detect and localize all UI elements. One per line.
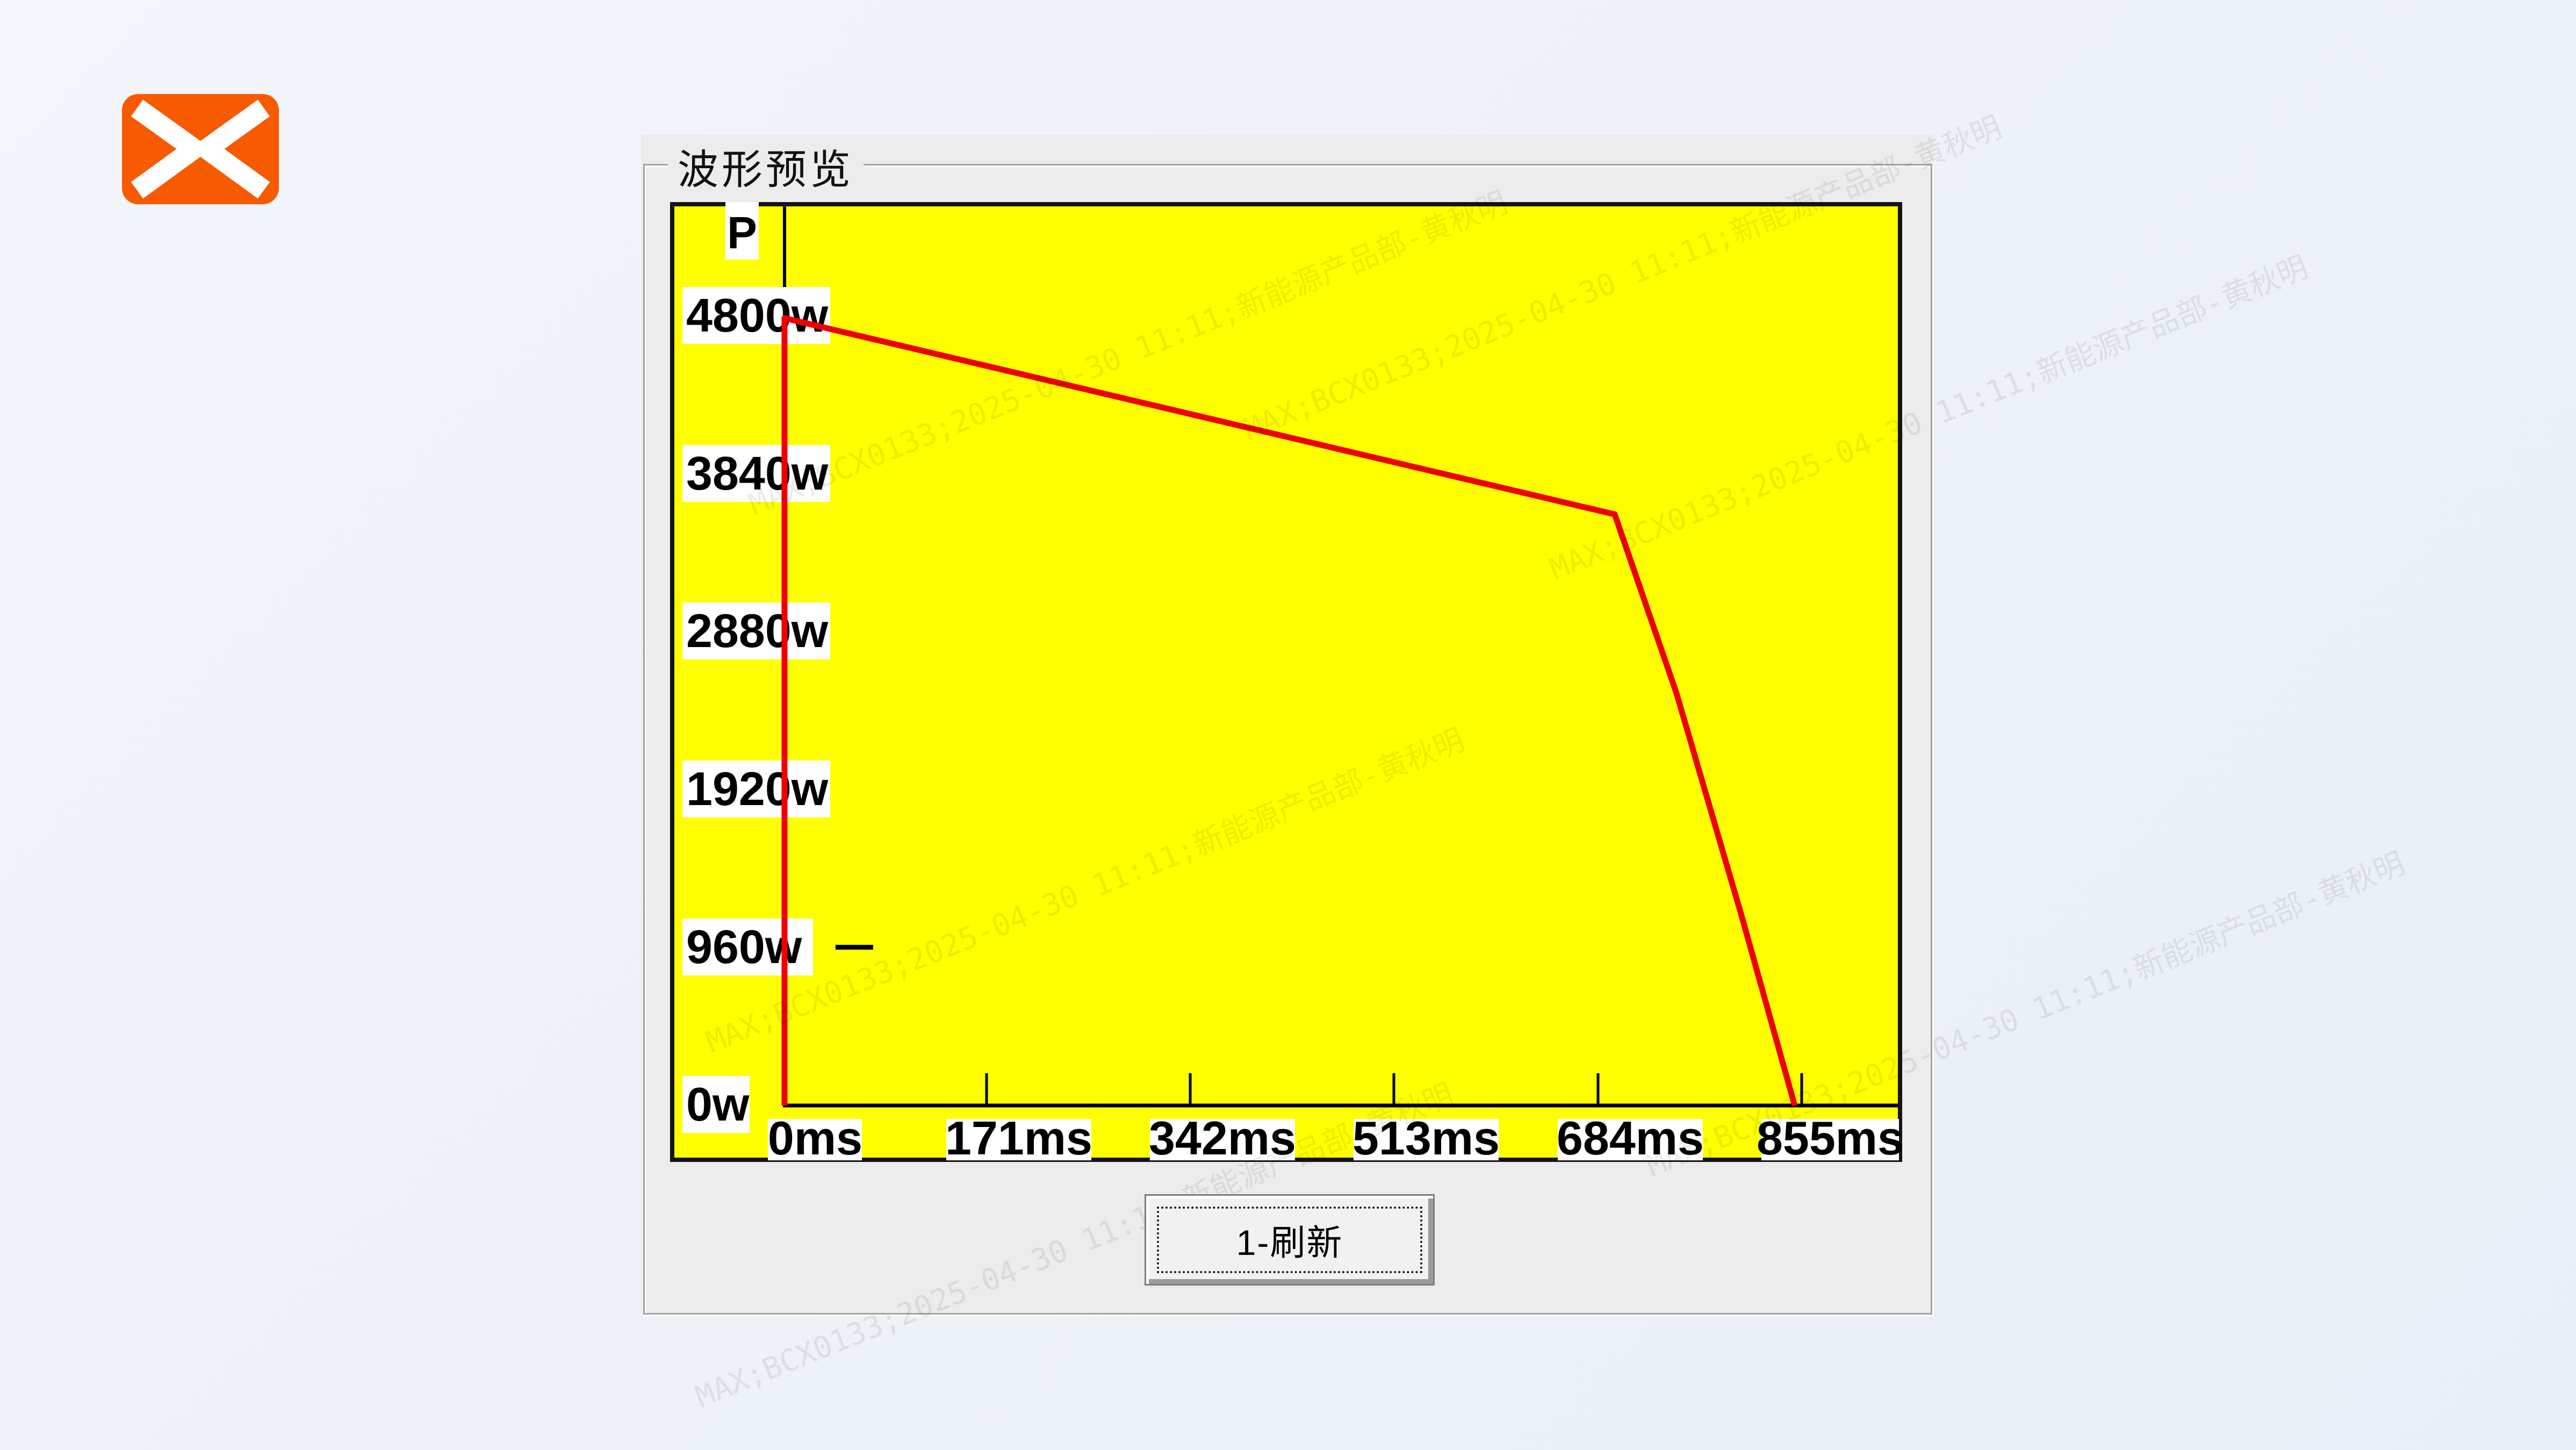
x-tick-labels: 0ms 171ms 342ms 513ms 684ms 855ms — [768, 1111, 1902, 1162]
groupbox-etched-border — [643, 164, 1932, 1315]
y960-tick-dash — [836, 945, 873, 950]
groupbox-title: 波形预览 — [668, 137, 864, 196]
y-axis-unit-label: P — [727, 207, 757, 258]
power-waveform-line — [781, 315, 1798, 1107]
x-tick-label: 513ms — [1352, 1111, 1500, 1162]
button-focus-rect: 1-刷新 — [1157, 1207, 1422, 1273]
y-tick-label: 1920w — [686, 762, 829, 815]
refresh-button[interactable]: 1-刷新 — [1145, 1194, 1435, 1286]
x-tick-label-patches — [768, 1119, 1899, 1160]
plot-area — [670, 202, 1902, 1162]
y-tick-label-patches — [682, 287, 830, 1133]
x-tick-label: 684ms — [1557, 1111, 1704, 1162]
y-tick-label: 3840w — [686, 447, 829, 500]
x-tick-label: 0ms — [768, 1111, 862, 1162]
x-axis-ticks — [985, 1073, 1803, 1104]
y-tick-label: 2880w — [686, 604, 829, 657]
x-tick-label: 171ms — [945, 1111, 1092, 1162]
x-tick-label: 855ms — [1757, 1111, 1902, 1162]
x-tick-label: 342ms — [1149, 1111, 1296, 1162]
brand-logo — [122, 94, 279, 204]
y-tick-label: 4800w — [686, 289, 829, 342]
refresh-button-label: 1-刷新 — [1236, 1223, 1343, 1262]
y-tick-label: 0w — [686, 1078, 750, 1131]
waveform-chart: P 4800w 3840w 2880w 1920w 960w 0w 0ms 17… — [670, 202, 1902, 1162]
dual-chevron-icon — [131, 99, 270, 199]
unit-label-patch — [725, 202, 759, 260]
